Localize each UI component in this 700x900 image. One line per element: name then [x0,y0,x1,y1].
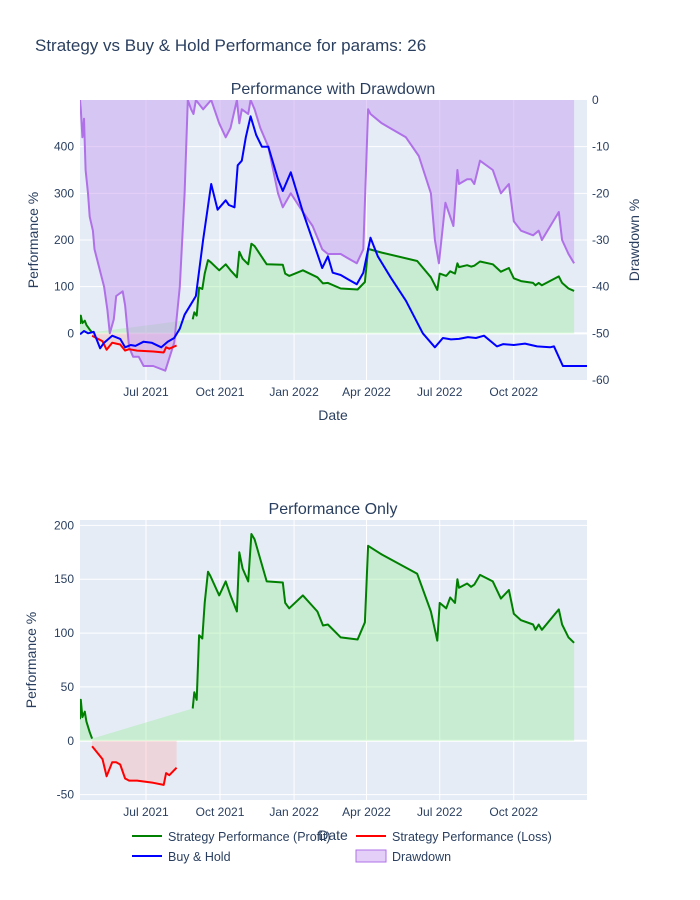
chart-top-line-strategy-performance-profit [80,314,93,334]
legend-label-loss: Strategy Performance (Loss) [392,830,552,844]
chart-bottom-line-strategy-performance-loss [91,745,178,786]
chart-top-xtick-label: Apr 2022 [342,385,391,399]
chart-top-title: Performance with Drawdown [231,81,436,98]
chart-bottom-ytick-label: 0 [67,734,74,748]
chart-top-y2tick-label: -60 [592,373,610,387]
chart-top-fills [80,100,575,371]
chart-bottom-line-strategy-performance-profit [80,698,94,739]
chart-bottom-xtick-label: Apr 2022 [342,805,391,819]
chart-bottom-xtick-label: Oct 2021 [196,805,245,819]
chart-bottom-fill-strategy-performance-loss [92,740,177,785]
chart-bottom-lines [80,533,575,786]
chart-bottom-xtick-label: Jul 2021 [123,805,169,819]
chart-top: Jul 2021 Oct 2021 Jan 2022 Apr 2022 Jul 2022… [25,81,642,423]
legend[interactable]: Strategy Performance (Profit) Strategy P… [132,830,552,864]
chart-top-y2label: Drawdown % [626,199,642,281]
chart-top-ytick-label: 200 [54,233,74,247]
chart-top-xtick-label: Oct 2022 [489,385,538,399]
chart-bottom-fill-strategy-performance-profit [80,534,575,741]
chart-bottom-xtick-label: Jul 2022 [417,805,463,819]
legend-item-loss[interactable]: Strategy Performance (Loss) [356,830,552,844]
chart-top-line-drawdown [80,100,575,372]
chart-top-lines [80,100,587,372]
chart-top-ytick-label: 400 [54,140,74,154]
legend-label-profit: Strategy Performance (Profit) [168,830,331,844]
chart-top-fill-drawdown [80,100,575,371]
chart-top-fill-strategy-performance-profit [80,243,575,334]
chart-top-ylabel: Performance % [25,192,41,288]
chart-top-y2tick-label: -50 [592,326,610,340]
legend-item-drawdown[interactable]: Drawdown [355,849,451,864]
chart-bottom-line-strategy-performance-profit [191,533,575,709]
chart-bottom-fills [80,534,575,785]
chart-bottom-ytick-label: 50 [61,680,75,694]
chart-top-y2tick-label: -30 [592,233,610,247]
chart-top-ytick-label: 300 [54,186,74,200]
chart-top-y2tick-label: -20 [592,186,610,200]
chart-bottom-ytick-label: 100 [54,626,74,640]
chart-top-xtick-label: Jul 2021 [123,385,169,399]
chart-bottom-ytick-label: 150 [54,572,74,586]
figure-title: Strategy vs Buy & Hold Performance for p… [35,36,426,55]
chart-top-xtick-label: Oct 2021 [196,385,245,399]
legend-label-buyhold: Buy & Hold [168,850,231,864]
chart-bottom-xtick-label: Jan 2022 [269,805,319,819]
chart-bottom-plot-area [80,520,587,800]
chart-top-y2tick-label: -40 [592,280,610,294]
chart-bottom-axes: Jul 2021 Oct 2021 Jan 2022 Apr 2022 Jul 2022… [54,518,538,819]
chart-top-xtick-label: Jan 2022 [269,385,319,399]
chart-top-line-strategy-performance-profit [191,242,575,320]
chart-bottom-title: Performance Only [269,501,398,518]
chart-top-xlabel: Date [318,407,348,423]
chart-top-ytick-label: 100 [54,280,74,294]
chart-bottom-grid [80,520,587,800]
chart-bottom: Jul 2021 Oct 2021 Jan 2022 Apr 2022 Jul 2022… [23,501,587,843]
legend-item-profit[interactable]: Strategy Performance (Profit) [132,830,331,844]
chart-top-ytick-label: 0 [67,326,74,340]
chart-bottom-ytick-label: -50 [57,788,75,802]
chart-bottom-ylabel: Performance % [23,612,39,708]
legend-label-drawdown: Drawdown [392,850,451,864]
chart-top-line-strategy-performance-loss [91,334,178,354]
legend-item-buyhold[interactable]: Buy & Hold [132,850,231,864]
chart-top-axes: Jul 2021 Oct 2021 Jan 2022 Apr 2022 Jul 2022… [54,93,610,399]
chart-bottom-xlabel: Date [318,827,348,843]
chart-bottom-xtick-label: Oct 2022 [489,805,538,819]
chart-top-y2tick-label: 0 [592,93,599,107]
chart-bottom-ytick-label: 200 [54,518,74,532]
chart-top-y2tick-label: -10 [592,140,610,154]
chart-top-xtick-label: Jul 2022 [417,385,463,399]
legend-swatch-drawdown [355,849,387,863]
chart-top-line-buy-hold [80,115,587,367]
